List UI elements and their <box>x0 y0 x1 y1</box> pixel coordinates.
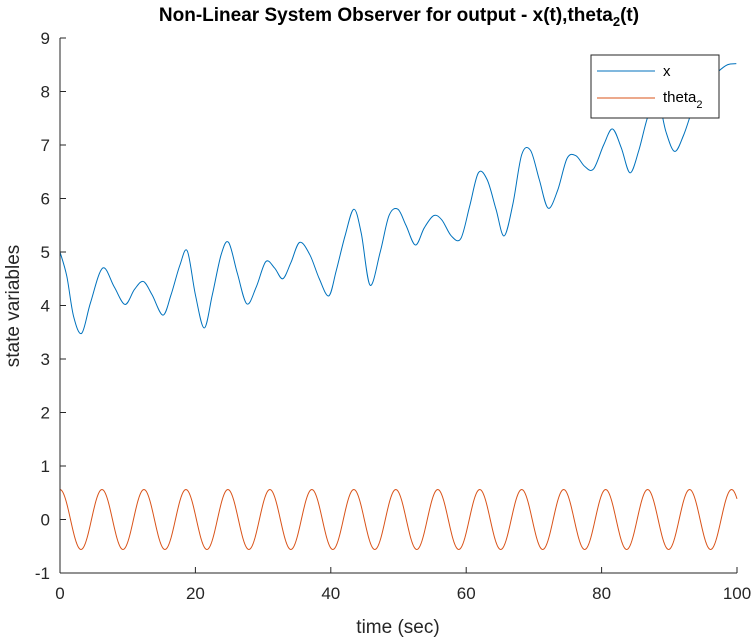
plot-area: 0 20 40 60 80 100 -1 0 1 2 3 4 5 6 7 8 9 <box>35 29 751 603</box>
x-tick-label: 100 <box>723 584 751 603</box>
legend-label-x: x <box>663 63 671 80</box>
title-suffix: (t) <box>620 5 639 26</box>
legend-box <box>590 54 720 119</box>
x-tick-label: 60 <box>457 584 476 603</box>
y-tick-label: 2 <box>41 404 50 423</box>
plot-background <box>60 38 737 573</box>
x-axis-label: time (sec) <box>356 617 439 638</box>
y-axis-label: state variables <box>3 245 24 368</box>
y-tick-label: 3 <box>41 350 50 369</box>
series-line-x <box>59 63 737 335</box>
y-tick-label: 5 <box>41 243 50 262</box>
series-line-theta2 <box>59 489 738 550</box>
y-tick-label: 9 <box>41 29 50 48</box>
legend: x theta2 <box>590 54 720 119</box>
x-tick-label: 20 <box>186 584 205 603</box>
y-tick-label: 0 <box>41 511 50 530</box>
title-main: Non-Linear System Observer for output - … <box>159 5 613 26</box>
y-tick-label: 6 <box>41 190 50 209</box>
x-tick-label: 80 <box>592 584 611 603</box>
x-tick-label: 40 <box>321 584 340 603</box>
x-tick-label: 0 <box>55 584 64 603</box>
y-tick-label: 7 <box>41 136 50 155</box>
title-subscript: 2 <box>613 14 620 29</box>
y-tick-label: 1 <box>41 457 50 476</box>
y-tick-label: 8 <box>41 83 50 102</box>
chart-title: Non-Linear System Observer for output - … <box>159 5 639 29</box>
y-tick-label: -1 <box>35 564 50 583</box>
legend-label-theta: theta <box>663 89 697 106</box>
legend-label-theta-subscript: 2 <box>696 99 702 111</box>
y-tick-label: 4 <box>41 297 50 316</box>
legend-label-theta2: theta2 <box>663 89 703 111</box>
